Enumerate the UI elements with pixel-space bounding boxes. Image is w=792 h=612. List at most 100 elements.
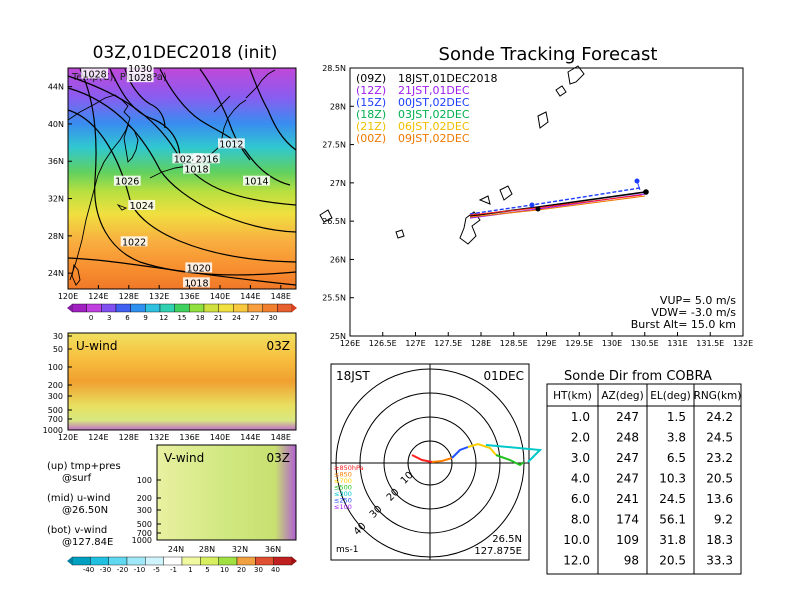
tracking-lon-labels: 126E 126.5E 127E 127.5E 128E 128.5E 129E 129.5E… [340,332,753,348]
isobar-label: 1014 [244,177,268,188]
lat-label: 28.5N [322,64,346,73]
colorbar-tick: -10 [134,566,145,574]
colorbar-tick: 1 [188,566,192,574]
left-map-lat-labels: 44N 40N 36N 32N 28N 24N [48,83,72,278]
track-point [529,202,535,208]
polar-time: 18JST [336,369,370,383]
table-header: AZ(deg) [601,390,643,402]
legend-time: 09JST,02DEC [398,132,470,145]
lon-label: 131.5E [696,339,724,348]
table-header: EL(deg) [650,390,690,402]
level-label: 30 [53,332,63,341]
v-wind-time: 03Z [267,451,291,465]
lon-label: 128.5E [500,339,528,348]
note-up: (up) tmp+pres [47,461,121,472]
lon-label: 140E [210,433,230,442]
lon-label: 144E [240,292,260,301]
table-cell: 6.0 [571,492,590,506]
lon-label: 148E [271,433,291,442]
table-cell: 1.5 [667,410,686,424]
param-vdw: VDW= -3.0 m/s [651,306,736,319]
tracking-lat-labels: 28.5N 28N 27.5N 27N 26.5N 26N 25.5N 25N [322,64,354,341]
colorbar-tick: -1 [170,566,177,574]
lon-label: 140E [210,292,230,301]
table-cell: 20.5 [706,472,733,486]
isobar-label: 2 [196,154,202,165]
level-label: 100 [48,363,63,372]
param-vup: VUP= 5.0 m/s [660,294,736,307]
level-label: 300 [48,392,63,401]
lon-label: 120E [58,292,78,301]
table-cell: 24.5 [706,431,733,445]
polar-level-key: ≥850hPa≤850≤700≤500≤300≤250≤100 [334,464,364,511]
track-point [535,206,541,212]
table-cell: 18.3 [706,533,733,547]
wind-colorbar: -40 -30 -20 -10 -5 -1 1 5 10 20 30 40 [67,556,297,574]
colorbar-tick: 3 [107,314,111,322]
key-entry: ≤300 [334,490,352,498]
legend-time: 06JST,02DEC [398,120,470,133]
lat-label: 24N [48,269,64,278]
key-entry: ≤250 [334,497,352,505]
level-label: 200 [137,494,152,503]
table-cell: 33.3 [706,554,733,568]
colorbar-tick: 27 [250,314,259,322]
lat-label: 25.5N [322,294,346,303]
colorbar-tick: 9 [143,314,147,322]
legend-code: (18Z) [356,108,386,121]
param-burst: Burst Alt= 15.0 km [631,318,736,331]
key-entry: ≤700 [334,477,352,485]
left-map-title: 03Z,01DEC2018 (init) [93,43,278,63]
tracking-params: VUP= 5.0 m/s VDW= -3.0 m/s Burst Alt= 15… [631,294,737,331]
isobar-label: 1018 [184,165,208,176]
level-label: 200 [48,381,63,390]
lat-label: 36N [265,545,281,554]
panel-notes: (up) tmp+pres @surf (mid) u-wind @26.50N… [47,461,121,548]
lat-label: 32N [48,195,64,204]
table-cell: 6.5 [667,451,686,465]
level-label: 500 [48,406,63,415]
tracking-title: Sonde Tracking Forecast [439,44,658,65]
lon-label: 129E [536,339,556,348]
lon-label: 136E [179,292,199,301]
table-cell: 56.1 [659,513,686,527]
colorbar-tick: 20 [237,566,246,574]
table-header: HT(km) [553,390,592,402]
isobar-label: 1020 [187,263,211,274]
legend-time: 21JST,01DEC [398,84,470,97]
table-cell: 31.8 [659,533,686,547]
table-cell: 241 [616,492,639,506]
colorbar-tick: -30 [100,566,111,574]
level-label: 1000 [132,536,152,545]
table-cell: 9.2 [714,513,733,527]
lat-label: 27.5N [322,141,346,150]
note-bot-2: @127.84E [62,537,113,548]
legend-code: (21Z) [356,120,386,133]
table-header: RNG(km) [694,390,742,402]
table-cell: 23.2 [706,451,733,465]
colorbar-tick: 10 [220,566,229,574]
u-wind-time: 03Z [267,339,291,353]
lat-label: 40N [48,120,64,129]
colorbar-tick: 15 [178,314,187,322]
lon-label: 132E [149,292,169,301]
table-cell: 10.3 [659,472,686,486]
legend-time: 03JST,02DEC [398,108,470,121]
lat-label: 36N [48,157,64,166]
lat-label: 44N [48,83,64,92]
track-end-point [643,189,649,195]
key-entry: ≤500 [334,484,352,492]
table-cell: 24.2 [706,410,733,424]
tracking-legend: (09Z) 18JST,01DEC2018 (12Z) 21JST,01DEC (15Z… [356,72,498,145]
level-label: 1000 [43,426,63,435]
lon-label: 130.5E [631,339,659,348]
legend-code: (00Z) [356,132,386,145]
polar-date: 01DEC [484,369,524,383]
isobar-label: 1022 [122,237,146,248]
legend-code: (12Z) [356,84,386,97]
colorbar-tick: 6 [125,314,130,322]
lon-label: 127.5E [434,339,462,348]
colorbar-tick: 30 [254,566,263,574]
level-label: 700 [137,529,152,538]
